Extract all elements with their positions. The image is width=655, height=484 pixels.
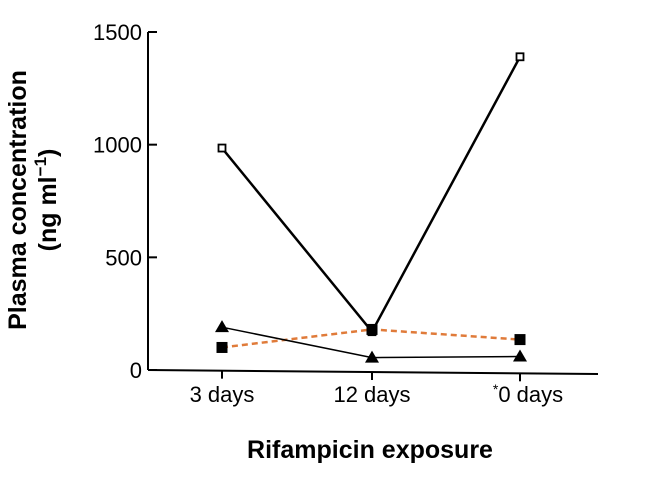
x-tick-label: 12 days <box>333 382 410 407</box>
x-ticks: 3 days 12 days *0 days <box>190 370 563 407</box>
y-tick-label: 1000 <box>93 133 142 158</box>
series-2 <box>215 320 527 363</box>
data-point-filled-triangle <box>365 350 379 363</box>
x-tick-label: 3 days <box>190 382 255 407</box>
y-ticks: 0 500 1000 1500 <box>93 20 157 383</box>
data-point-filled-triangle <box>215 320 229 333</box>
y-axis-unit-exponent: −1 <box>31 157 50 176</box>
y-axis-title: Plasma concentration <box>4 70 32 330</box>
data-point-open-square <box>515 52 525 62</box>
axes <box>147 32 599 375</box>
x-tick-footnote-mark: * <box>493 381 499 397</box>
series-1 <box>216 323 526 353</box>
y-tick-label: 1500 <box>93 20 142 45</box>
data-point-filled-triangle <box>513 349 527 362</box>
data-point-open-square <box>217 143 227 153</box>
data-point-filled-square <box>514 334 526 346</box>
series-0 <box>217 52 525 337</box>
series-layer <box>215 52 527 363</box>
x-axis-title: Rifampicin exposure <box>247 436 493 464</box>
y-tick-label: 500 <box>105 245 142 270</box>
x-tick-label: *0 days <box>493 381 563 407</box>
data-point-filled-square <box>216 341 228 353</box>
data-point-filled-square <box>366 323 378 335</box>
y-axis-unit-text: (ng ml−1) <box>31 149 62 252</box>
y-axis-title-main: Plasma concentration <box>4 70 32 330</box>
series-line <box>221 56 522 334</box>
y-axis-unit: (ng ml−1) <box>31 149 62 252</box>
y-axis-unit-suffix: ) <box>34 149 62 157</box>
y-tick-label: 0 <box>130 358 142 383</box>
x-tick-text: 0 days <box>498 382 563 407</box>
y-axis-unit-prefix: (ng ml <box>34 176 62 251</box>
